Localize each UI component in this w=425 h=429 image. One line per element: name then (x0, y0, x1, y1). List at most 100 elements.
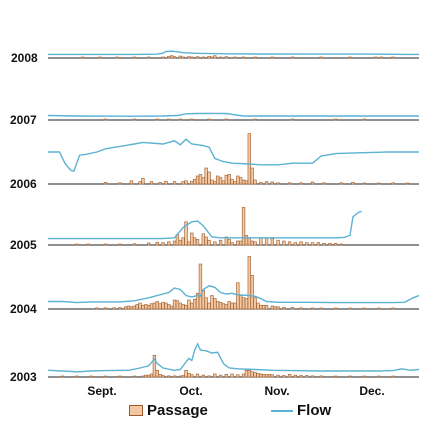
passage-bar (348, 56, 352, 59)
passage-bar (172, 375, 177, 378)
passage-bar (236, 282, 240, 310)
passage-bar (230, 302, 234, 310)
passage-bar (135, 304, 139, 310)
passage-bar (224, 374, 228, 378)
passage-bar (239, 177, 243, 185)
passage-bar (204, 236, 208, 246)
passage-bar (158, 374, 162, 378)
passage-bar (141, 304, 145, 310)
passage-bar (293, 242, 297, 246)
passage-bar (138, 181, 142, 185)
passage-bar (167, 304, 171, 310)
month-tick-label: Nov. (264, 384, 289, 398)
passage-bar (198, 174, 203, 185)
legend: Passage Flow (0, 400, 425, 426)
passage-bar (244, 235, 249, 246)
passage-bar (60, 375, 65, 378)
passage-bar (158, 303, 162, 310)
passage-bar (207, 171, 211, 185)
passage-bar (207, 118, 211, 121)
passage-bar (155, 118, 159, 121)
passage-bar (216, 175, 220, 185)
passage-bar (80, 56, 85, 59)
passage-bar (290, 307, 295, 310)
passage-bar (195, 175, 200, 185)
passage-bar (201, 56, 205, 59)
passage-bar (236, 175, 240, 185)
passage-bar (290, 118, 295, 121)
passage-bar (144, 374, 148, 378)
passage-bar (377, 375, 381, 378)
passage-bar (270, 56, 274, 59)
passage-bar (118, 243, 122, 246)
passage-bar (86, 243, 90, 246)
passage-bar (351, 182, 355, 185)
passage-bar (391, 56, 395, 59)
passage-bar (290, 56, 295, 59)
passage-bar (184, 304, 188, 310)
passage-bar (374, 56, 378, 59)
year-label: 2005 (10, 238, 37, 252)
passage-bar (167, 56, 171, 59)
passage-bar (172, 299, 177, 310)
passage-bar (193, 298, 197, 310)
passage-bar (322, 182, 326, 185)
passage-bar (181, 237, 185, 246)
year-label: 2003 (10, 370, 37, 384)
passage-bar (164, 180, 168, 185)
passage-bar (230, 178, 234, 185)
passage-bar (147, 242, 151, 246)
passage-bar (167, 375, 171, 378)
passage-bar (362, 375, 367, 378)
passage-bar (187, 372, 191, 378)
passage-bar (405, 182, 410, 185)
passage-bar (259, 182, 263, 185)
passage-bar (276, 182, 280, 185)
passage-bar (201, 177, 205, 185)
passage-bar (218, 301, 223, 310)
year-label: 2006 (10, 177, 37, 191)
passage-bar (141, 178, 145, 185)
passage-bar (210, 179, 214, 185)
passage-bar (175, 300, 180, 310)
passage-bar (233, 56, 237, 59)
passage-bar (230, 242, 234, 246)
passage-bar (132, 375, 136, 378)
passage-bar (155, 369, 159, 378)
passage-bar (250, 274, 254, 310)
passage-bar (95, 307, 99, 310)
passage-bar (276, 374, 280, 378)
passage-bar (287, 241, 292, 246)
passage-bar (262, 374, 266, 378)
passage-bar (178, 375, 182, 378)
passage-bar (170, 55, 174, 59)
year-label: 2007 (10, 113, 37, 127)
passage-bar (132, 118, 136, 121)
passage-bar (190, 180, 194, 185)
passage-bar (195, 239, 200, 246)
passage-bar (305, 242, 309, 246)
passage-bar (155, 241, 159, 246)
passage-bar (190, 374, 194, 378)
passage-bar (339, 182, 344, 185)
passage-bar (333, 307, 338, 310)
passage-bar (213, 298, 217, 310)
passage-bar (213, 181, 217, 185)
passage-bar (253, 297, 257, 310)
passage-bar (227, 301, 231, 310)
legend-passage-label: Passage (147, 402, 208, 419)
passage-bar (190, 232, 194, 246)
passage-bar (259, 373, 263, 378)
passage-bar (181, 56, 185, 59)
passage-bar (207, 239, 211, 246)
passage-bar (310, 181, 315, 185)
passage-bar (391, 182, 395, 185)
passage-bar (362, 182, 367, 185)
legend-flow-line (271, 409, 293, 412)
passage-bar (172, 181, 177, 185)
passage-bar (264, 304, 269, 310)
passage-bar (167, 241, 171, 246)
passage-bar (218, 56, 223, 59)
passage-bar (75, 375, 79, 378)
passage-bar (250, 240, 254, 246)
